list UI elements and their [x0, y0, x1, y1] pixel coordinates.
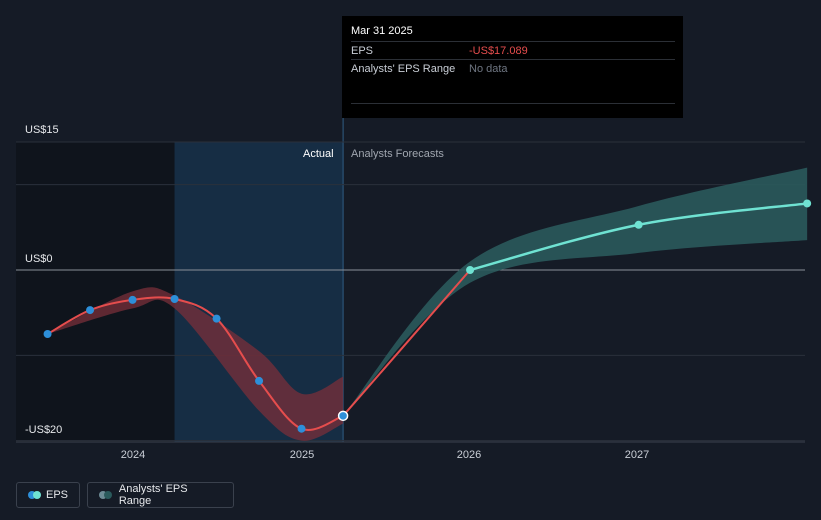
- y-tick-label-top: US$15: [25, 124, 59, 136]
- eps-actual-line: [47, 296, 344, 431]
- data-tooltip: Mar 31 2025 EPS -US$17.089 Analysts' EPS…: [342, 16, 683, 118]
- tooltip-eps-row: EPS -US$17.089: [351, 41, 675, 59]
- x-tick-label-2024: 2024: [120, 449, 146, 461]
- eps-forecast-point: [634, 220, 643, 229]
- forecast-region-label: Analysts Forecasts: [351, 148, 444, 160]
- y-tick-label-bottom: -US$20: [25, 424, 63, 436]
- x-tick-label-2027: 2027: [624, 449, 650, 461]
- legend-range-label: Analysts' EPS Range: [118, 483, 188, 507]
- legend-eps-range[interactable]: Analysts' EPS Range: [87, 482, 234, 508]
- forecast-eps-range-band: [343, 167, 808, 416]
- eps-forecast-point: [803, 199, 812, 208]
- legend-eps-label: EPS: [45, 489, 68, 501]
- tooltip-range-label: Analysts' EPS Range: [351, 62, 456, 75]
- eps-actual-point: [170, 295, 179, 304]
- range-swatch-icon: [99, 491, 112, 499]
- x-tick-label-2025: 2025: [289, 449, 315, 461]
- tooltip-eps-value: -US$17.089: [469, 44, 528, 57]
- tooltip-eps-label: EPS: [351, 44, 374, 57]
- eps-actual-point: [297, 424, 306, 433]
- eps-actual-point-selected: [337, 410, 349, 422]
- eps-actual-point: [43, 330, 52, 338]
- x-tick-label-2026: 2026: [456, 449, 482, 461]
- eps-actual-point: [128, 295, 137, 304]
- tooltip-date: Mar 31 2025: [351, 25, 413, 37]
- tooltip-divider: [351, 103, 675, 104]
- eps-actual-point: [86, 306, 95, 315]
- y-tick-label-zero: US$0: [25, 253, 53, 265]
- tooltip-range-row: Analysts' EPS Range No data: [351, 59, 675, 77]
- eps-actual-point: [255, 376, 264, 385]
- eps-swatch-icon: [28, 491, 41, 499]
- eps-forecast-negative-line: [342, 269, 471, 417]
- past-eps-range-band: [47, 287, 344, 441]
- legend-eps[interactable]: EPS: [16, 482, 80, 508]
- actual-region-label: Actual: [303, 148, 334, 160]
- eps-actual-point: [212, 314, 221, 323]
- eps-forecast-point: [466, 266, 475, 274]
- tooltip-range-value: No data: [469, 62, 508, 75]
